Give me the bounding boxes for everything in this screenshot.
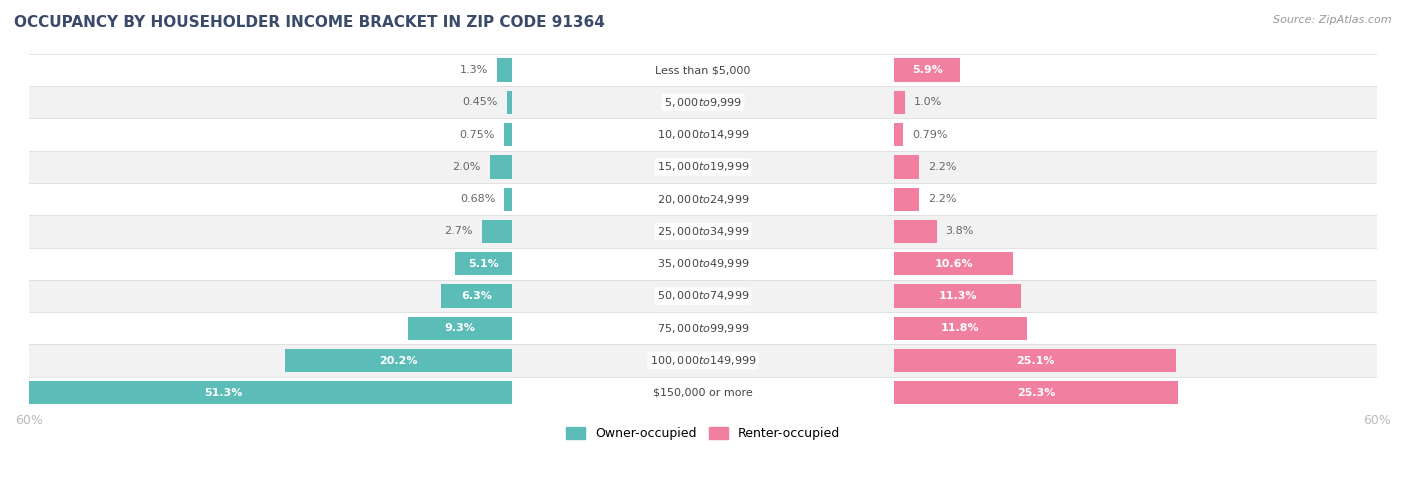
Bar — [894, 220, 936, 243]
Text: 5.1%: 5.1% — [468, 259, 499, 269]
Bar — [894, 317, 1026, 340]
Bar — [30, 215, 1376, 247]
Text: $150,000 or more: $150,000 or more — [654, 388, 752, 398]
Bar — [505, 187, 512, 211]
Bar — [30, 344, 1376, 376]
Bar — [30, 54, 1376, 86]
Text: 2.2%: 2.2% — [928, 194, 956, 204]
Bar — [894, 284, 1021, 308]
Text: 0.79%: 0.79% — [912, 130, 948, 140]
Text: 0.45%: 0.45% — [463, 97, 498, 107]
Bar — [454, 252, 512, 275]
Text: $50,000 to $74,999: $50,000 to $74,999 — [657, 289, 749, 302]
Bar — [30, 247, 1376, 280]
Text: 11.8%: 11.8% — [941, 323, 980, 333]
Bar — [482, 220, 512, 243]
Text: 10.6%: 10.6% — [934, 259, 973, 269]
Bar — [894, 187, 918, 211]
Bar — [30, 280, 1376, 312]
Bar — [30, 183, 1376, 215]
Text: 25.3%: 25.3% — [1017, 388, 1056, 398]
Text: $15,000 to $19,999: $15,000 to $19,999 — [657, 160, 749, 173]
Bar — [894, 123, 903, 146]
Bar — [894, 155, 918, 179]
Text: 1.3%: 1.3% — [460, 65, 488, 75]
Legend: Owner-occupied, Renter-occupied: Owner-occupied, Renter-occupied — [561, 422, 845, 445]
Text: 0.75%: 0.75% — [460, 130, 495, 140]
Bar — [0, 381, 512, 404]
Text: $35,000 to $49,999: $35,000 to $49,999 — [657, 257, 749, 270]
Bar — [408, 317, 512, 340]
Text: 0.68%: 0.68% — [460, 194, 495, 204]
Text: 9.3%: 9.3% — [444, 323, 475, 333]
Bar — [894, 381, 1178, 404]
Text: Source: ZipAtlas.com: Source: ZipAtlas.com — [1274, 15, 1392, 25]
Text: 2.0%: 2.0% — [453, 162, 481, 172]
Bar — [30, 86, 1376, 118]
Bar — [894, 252, 1014, 275]
Text: 11.3%: 11.3% — [938, 291, 977, 301]
Text: 2.7%: 2.7% — [444, 226, 472, 236]
Text: $100,000 to $149,999: $100,000 to $149,999 — [650, 354, 756, 367]
Bar — [503, 123, 512, 146]
Bar — [498, 58, 512, 82]
Bar — [285, 349, 512, 372]
Text: 3.8%: 3.8% — [946, 226, 974, 236]
Text: 6.3%: 6.3% — [461, 291, 492, 301]
Bar — [30, 312, 1376, 344]
Bar — [30, 151, 1376, 183]
Text: $75,000 to $99,999: $75,000 to $99,999 — [657, 322, 749, 335]
Text: 20.2%: 20.2% — [380, 356, 418, 366]
Text: 5.9%: 5.9% — [911, 65, 942, 75]
Bar — [30, 376, 1376, 409]
Text: Less than $5,000: Less than $5,000 — [655, 65, 751, 75]
Text: $10,000 to $14,999: $10,000 to $14,999 — [657, 128, 749, 141]
Bar — [30, 118, 1376, 151]
Text: $5,000 to $9,999: $5,000 to $9,999 — [664, 96, 742, 109]
Text: 25.1%: 25.1% — [1015, 356, 1054, 366]
Text: $25,000 to $34,999: $25,000 to $34,999 — [657, 225, 749, 238]
Text: 2.2%: 2.2% — [928, 162, 956, 172]
Bar — [441, 284, 512, 308]
Bar — [508, 91, 512, 114]
Bar — [894, 58, 960, 82]
Text: 1.0%: 1.0% — [914, 97, 942, 107]
Bar — [489, 155, 512, 179]
Text: OCCUPANCY BY HOUSEHOLDER INCOME BRACKET IN ZIP CODE 91364: OCCUPANCY BY HOUSEHOLDER INCOME BRACKET … — [14, 15, 605, 30]
Text: 51.3%: 51.3% — [205, 388, 243, 398]
Bar — [894, 91, 905, 114]
Bar — [894, 349, 1175, 372]
Text: $20,000 to $24,999: $20,000 to $24,999 — [657, 193, 749, 206]
